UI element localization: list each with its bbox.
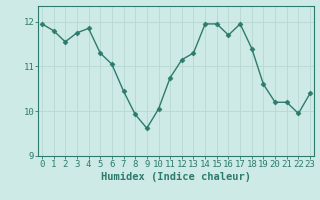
X-axis label: Humidex (Indice chaleur): Humidex (Indice chaleur) bbox=[101, 172, 251, 182]
